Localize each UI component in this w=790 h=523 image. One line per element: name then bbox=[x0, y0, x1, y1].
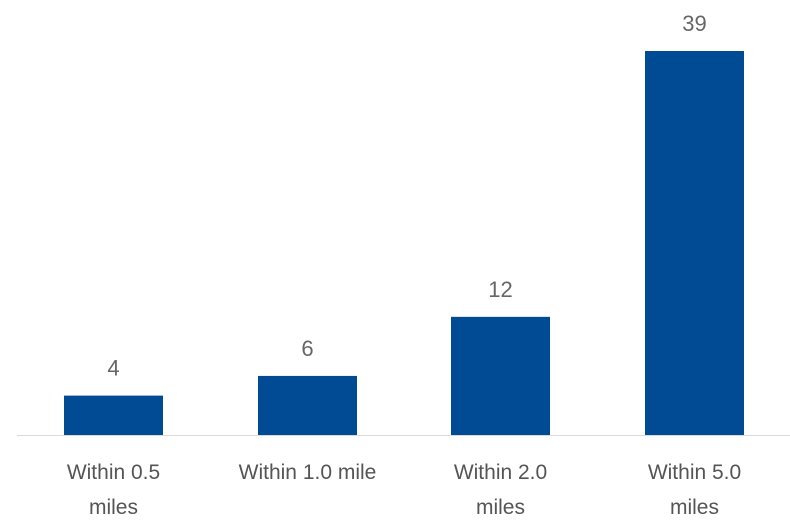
category-label-4-line-2: miles bbox=[670, 496, 719, 519]
category-label-4-line-1: Within 5.0 bbox=[648, 461, 741, 484]
category-label-3-line-2: miles bbox=[476, 496, 525, 519]
category-label-1: Within 0.5 miles bbox=[67, 461, 160, 519]
bars-group bbox=[64, 51, 744, 435]
data-label-2: 6 bbox=[301, 336, 313, 361]
category-label-1-line-1: Within 0.5 bbox=[67, 461, 160, 484]
bar-1 bbox=[64, 396, 163, 435]
category-label-1-line-2: miles bbox=[89, 496, 138, 519]
data-labels-group: 4 6 12 39 bbox=[107, 11, 706, 381]
category-label-2: Within 1.0 mile bbox=[239, 461, 377, 484]
category-label-2-line-1: Within 1.0 mile bbox=[239, 461, 377, 484]
category-label-4: Within 5.0 miles bbox=[648, 461, 741, 519]
category-label-3: Within 2.0 miles bbox=[454, 461, 547, 519]
bar-2 bbox=[258, 376, 357, 435]
category-labels-group: Within 0.5 miles Within 1.0 mile Within 2.0… bbox=[67, 461, 741, 519]
bar-4 bbox=[645, 51, 744, 435]
data-label-1: 4 bbox=[107, 356, 119, 381]
category-label-3-line-1: Within 2.0 bbox=[454, 461, 547, 484]
data-label-3: 12 bbox=[488, 277, 512, 302]
bar-3 bbox=[451, 317, 550, 435]
data-label-4: 39 bbox=[682, 11, 706, 36]
